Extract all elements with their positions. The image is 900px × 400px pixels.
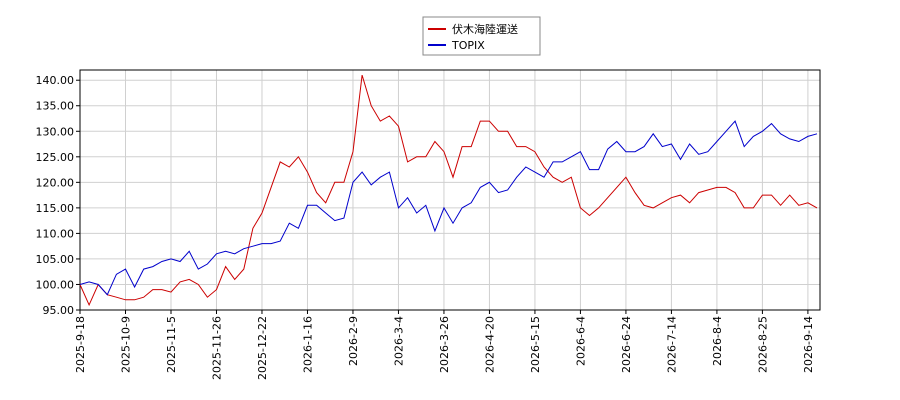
y-tick-label: 135.00 (36, 100, 75, 113)
x-tick-label: 2025-10-9 (119, 316, 132, 373)
x-tick-label: 2026-3-26 (438, 316, 451, 373)
legend-label: 伏木海陸運送 (452, 22, 518, 36)
y-tick-label: 95.00 (43, 304, 75, 317)
y-tick-label: 115.00 (36, 202, 75, 215)
x-tick-label: 2025-11-26 (210, 316, 223, 380)
legend-box (422, 16, 541, 56)
y-tick-label: 105.00 (36, 253, 75, 266)
x-tick-label: 2026-5-15 (529, 316, 542, 373)
x-tick-label: 2026-6-24 (620, 316, 633, 373)
y-tick-label: 120.00 (36, 176, 75, 189)
x-tick-label: 2026-8-4 (711, 316, 724, 366)
y-tick-label: 100.00 (36, 278, 75, 291)
x-tick-label: 2026-7-14 (665, 316, 678, 373)
x-tick-label: 2025-9-18 (74, 316, 87, 373)
y-tick-label: 110.00 (36, 227, 75, 240)
x-tick-label: 2025-11-5 (165, 316, 178, 373)
y-tick-label: 130.00 (36, 125, 75, 138)
x-tick-label: 2026-4-20 (483, 316, 496, 373)
x-tick-label: 2026-2-9 (347, 316, 360, 366)
x-tick-label: 2026-3-4 (392, 316, 405, 366)
x-tick-label: 2026-1-16 (301, 316, 314, 373)
series-line (79, 120, 818, 296)
plot-frame (79, 69, 821, 311)
x-tick-label: 2026-8-25 (756, 316, 769, 373)
series-line (79, 74, 818, 307)
y-tick-label: 140.00 (36, 74, 75, 87)
x-tick-label: 2025-12-22 (256, 316, 269, 380)
x-tick-label: 2026-6-4 (574, 316, 587, 366)
y-tick-label: 125.00 (36, 151, 75, 164)
legend-label: TOPIX (451, 39, 485, 52)
x-tick-label: 2026-9-14 (802, 316, 815, 373)
